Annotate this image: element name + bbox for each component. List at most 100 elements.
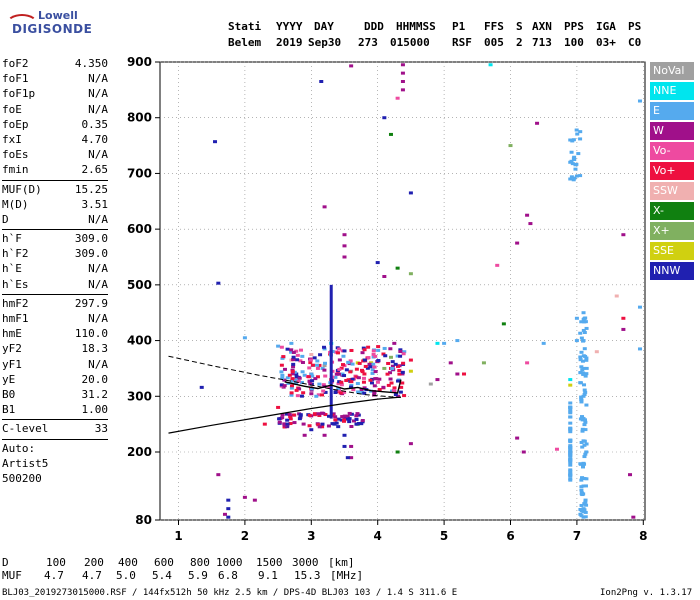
echo-mark-x- [408,272,413,276]
header-label-s: S [516,20,523,33]
echo-e-column-mark [568,444,573,448]
param-key: hmF2 [2,296,29,310]
echo-e-column-mark [583,498,588,502]
echo-mark-vo- [495,263,500,267]
echo-mark-x- [388,355,393,359]
echo-mark-w [535,121,540,125]
y-tick-label: 300 [127,389,152,403]
param-key: yF1 [2,357,22,371]
param-row: foEs N/A [2,147,108,162]
param-value: 4.70 [81,132,109,146]
echo-cluster-mark [331,412,336,416]
param-value: N/A [88,277,108,291]
echo-mark-e [637,305,642,309]
param-value: N/A [88,102,108,116]
echo-mark-w [621,327,626,331]
distance-value: 200 [84,556,104,569]
echo-e-column-mark [581,339,586,343]
logo-line2: DIGISONDE [12,22,93,36]
echo-cluster-mark [307,366,312,370]
param-row: hmE 110.0 [2,326,108,341]
echo-e-column-mark [581,371,586,375]
param-key: foF1 [2,72,29,86]
param-row: hmF1 N/A [2,311,108,326]
echo-cluster-mark [376,345,381,349]
echo-cluster-mark [298,348,303,352]
param-row: fxI 4.70 [2,132,108,147]
echo-cluster-mark [299,380,304,384]
echo-mark-x- [388,132,393,136]
echo-mark-w [242,495,247,499]
echo-cluster-mark [280,373,285,377]
echo-cluster-mark [310,363,315,367]
echo-cluster-mark [300,354,305,358]
echo-e-column-mark [568,471,573,475]
echo-mark-w [631,515,636,519]
header-label-iga: IGA [596,20,616,33]
echo-cluster-mark [381,352,386,356]
echo-cluster-mark [277,417,282,421]
echo-cluster-mark [377,377,382,381]
echo-e-column-mark [579,365,584,369]
echo-cluster-mark [322,345,327,349]
echo-mark-x- [395,450,400,454]
x-tick-label: 8 [639,529,647,543]
echo-cluster-mark [284,412,289,416]
param-key: h`F2 [2,247,29,261]
echo-cluster-mark [336,386,341,390]
echo-cluster-mark [342,349,347,353]
legend-item-x: X+ [650,222,694,240]
echo-e-column-mark [568,411,573,415]
param-key: fmin [2,163,29,177]
param-key: foF1p [2,87,36,101]
echo-e-column-mark [583,484,588,488]
echo-e-column-mark [578,174,583,178]
echo-mark-w [216,473,221,477]
distance-value: 1500 [256,556,283,569]
echo-cluster-mark [294,379,299,383]
echo-cluster-mark [388,371,393,375]
echo-e-column-mark [579,509,584,513]
echo-cluster-mark [360,390,365,394]
echo-e-column-mark [573,163,578,167]
echo-e-column-mark [582,418,587,422]
echo-cluster-mark [383,354,388,358]
echo-mark-sse [568,383,573,387]
echo-e-column-mark [575,132,580,136]
echo-cluster-mark [362,358,367,362]
echo-mark-noval [322,364,327,368]
echo-cluster-mark [356,421,361,425]
echo-e-column-mark [578,512,583,516]
header-label-ddd: DDD [364,20,384,33]
echo-mark-w [628,473,633,477]
version-label: Ion2Png v. 1.3.17 [600,588,693,598]
echo-e-column-mark [574,174,579,178]
echo-mark-w [252,498,257,502]
echo-cluster-mark [333,418,338,422]
echo-cluster-mark [397,368,402,372]
echo-mark-nnw [309,428,314,432]
echo-e-column-mark [568,463,573,467]
echo-e-column-mark [568,478,573,482]
echo-cluster-mark [327,385,332,389]
param-value: 110.0 [74,327,108,341]
echo-cluster-mark [300,370,305,374]
param-value: 15.25 [74,182,108,196]
y-tick-label: 700 [127,166,152,180]
echo-cluster-mark [294,388,299,392]
echo-cluster-mark [316,393,321,397]
param-key: foEp [2,117,29,131]
param-value: 31.2 [81,387,109,401]
echo-cluster-mark [301,422,306,426]
x-tick-label: 3 [307,529,315,543]
param-row: M(D) 3.51 [2,197,108,212]
echo-cluster-mark [312,412,317,416]
echo-cluster-mark [309,392,314,396]
echo-cluster-mark [314,394,319,398]
param-value: N/A [88,262,108,276]
echo-mark-nnw [213,140,218,144]
echo-cluster-mark [285,418,290,422]
legend-item-w: W [650,122,694,140]
echo-cluster-mark [323,413,328,417]
